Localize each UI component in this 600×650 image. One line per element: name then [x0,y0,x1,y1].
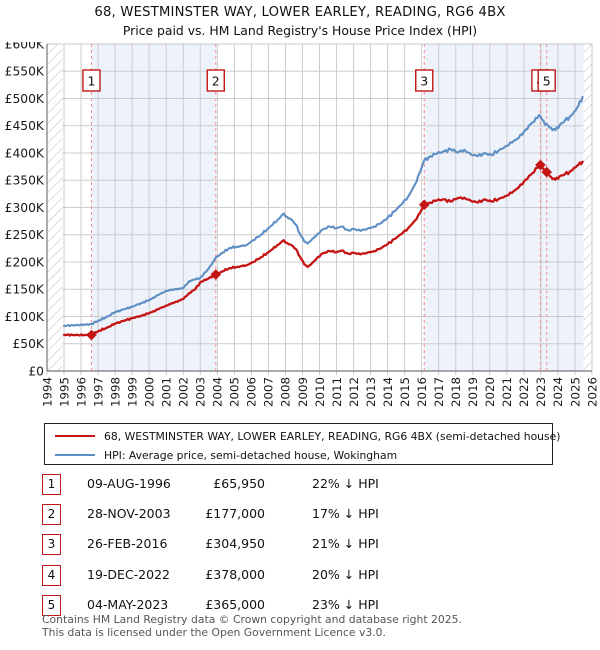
svg-text:1997: 1997 [91,377,105,407]
sale-hpi-delta: 22% ↓ HPI [312,476,379,491]
svg-text:2017: 2017 [432,377,446,407]
legend-entry-property: 68, WESTMINSTER WAY, LOWER EARLEY, READI… [55,427,561,446]
svg-text:2007: 2007 [262,377,276,407]
svg-text:2025: 2025 [568,377,582,407]
sale-hpi-delta: 20% ↓ HPI [312,567,379,582]
sale-number-badge: 2 [42,504,61,525]
y-axis-labels: £0 £50K £100K £150K £200K £250K £300K £350K £400… [5,42,45,378]
svg-text:£50K: £50K [12,337,44,351]
sale-price: £365,000 [205,597,265,612]
svg-text:2010: 2010 [313,377,327,407]
svg-text:1: 1 [87,74,95,89]
svg-text:2000: 2000 [142,377,156,407]
svg-text:1999: 1999 [125,377,139,407]
svg-text:2026: 2026 [585,377,599,407]
legend-label-property: 68, WESTMINSTER WAY, LOWER EARLEY, READI… [104,430,561,443]
svg-text:2018: 2018 [449,377,463,407]
x-axis-labels: 1994 1995 1996 1997 1998 1999 2000 2001 2002 2003… [40,377,599,407]
legend-swatch-property [55,435,95,437]
svg-text:2021: 2021 [500,377,514,407]
svg-text:1994: 1994 [40,377,54,407]
license-line-1: Contains HM Land Registry data © Crown c… [42,613,462,626]
table-row: 3 26-FEB-2016 £304,950 21% ↓ HPI [0,534,600,555]
svg-text:£450K: £450K [5,119,45,133]
svg-text:2015: 2015 [398,377,412,407]
svg-text:2024: 2024 [551,377,565,407]
sale-markers [86,159,552,341]
svg-text:2: 2 [212,74,220,89]
svg-text:£150K: £150K [5,283,45,297]
sale-price: £177,000 [205,506,265,521]
svg-text:5: 5 [543,74,551,89]
page-subtitle: Price paid vs. HM Land Registry's House … [122,23,478,38]
svg-text:2005: 2005 [228,377,242,407]
svg-text:£550K: £550K [5,65,45,79]
sale-number-badge: 4 [42,565,61,586]
svg-text:£0: £0 [28,364,44,378]
legend-swatch-hpi [55,454,95,456]
sale-number-badge: 1 [42,474,61,495]
svg-text:2023: 2023 [534,377,548,407]
sale-price: £304,950 [205,536,265,551]
svg-text:1995: 1995 [57,377,71,407]
sale-number-badge: 5 [42,595,61,616]
svg-text:£500K: £500K [5,92,45,106]
svg-text:2013: 2013 [364,377,378,407]
sale-date: 26-FEB-2016 [87,536,168,551]
svg-text:£400K: £400K [5,146,45,160]
license-note: Contains HM Land Registry data © Crown c… [42,613,462,639]
svg-text:1996: 1996 [74,377,88,407]
svg-text:2014: 2014 [381,377,395,407]
svg-text:2020: 2020 [483,377,497,407]
chart-legend: 68, WESTMINSTER WAY, LOWER EARLEY, READI… [44,423,561,465]
sale-number-badge: 3 [42,534,61,555]
svg-text:2016: 2016 [415,377,429,407]
table-row: 1 09-AUG-1996 £65,950 22% ↓ HPI [0,474,600,495]
sale-hpi-delta: 23% ↓ HPI [312,597,379,612]
hatched-bands [47,44,592,371]
legend-entry-hpi: HPI: Average price, semi-detached house,… [55,446,552,465]
page-title: 68, WESTMINSTER WAY, LOWER EARLEY, READI… [94,5,506,20]
svg-text:£300K: £300K [5,201,45,215]
svg-text:2009: 2009 [296,377,310,407]
sale-date: 28-NOV-2003 [87,506,171,521]
svg-text:£250K: £250K [5,228,45,242]
series-price-paid [62,160,584,337]
table-row: 2 28-NOV-2003 £177,000 17% ↓ HPI [0,504,600,525]
svg-text:2004: 2004 [211,377,225,407]
series-hpi [62,95,584,328]
legend-label-hpi: HPI: Average price, semi-detached house,… [104,449,398,462]
sale-date: 19-DEC-2022 [87,567,170,582]
svg-text:£600K: £600K [5,42,45,51]
svg-text:2012: 2012 [347,377,361,407]
svg-text:2003: 2003 [194,377,208,407]
svg-text:1998: 1998 [108,377,122,407]
table-row: 5 04-MAY-2023 £365,000 23% ↓ HPI [0,595,600,616]
table-row: 4 19-DEC-2022 £378,000 20% ↓ HPI [0,565,600,586]
sale-price: £65,950 [213,476,265,491]
svg-text:3: 3 [420,74,428,89]
svg-text:2008: 2008 [279,377,293,407]
svg-text:£100K: £100K [5,310,45,324]
svg-text:2006: 2006 [245,377,259,407]
sale-date: 04-MAY-2023 [87,597,169,612]
sale-hpi-delta: 17% ↓ HPI [312,506,379,521]
sale-date: 09-AUG-1996 [87,476,171,491]
svg-text:2019: 2019 [466,377,480,407]
svg-text:2002: 2002 [177,377,191,407]
svg-text:£350K: £350K [5,174,45,188]
svg-text:2011: 2011 [330,377,344,407]
sale-price: £378,000 [205,567,265,582]
svg-text:2001: 2001 [160,377,174,407]
svg-text:£200K: £200K [5,255,45,269]
license-line-2: This data is licensed under the Open Gov… [42,625,386,639]
sale-hpi-delta: 21% ↓ HPI [312,536,379,551]
sale-number-boxes: 12345 [82,69,556,92]
svg-text:2022: 2022 [517,377,531,407]
price-history-chart: 12345£0£50K£100K£150K£200K£250K£300K£350… [5,42,600,407]
